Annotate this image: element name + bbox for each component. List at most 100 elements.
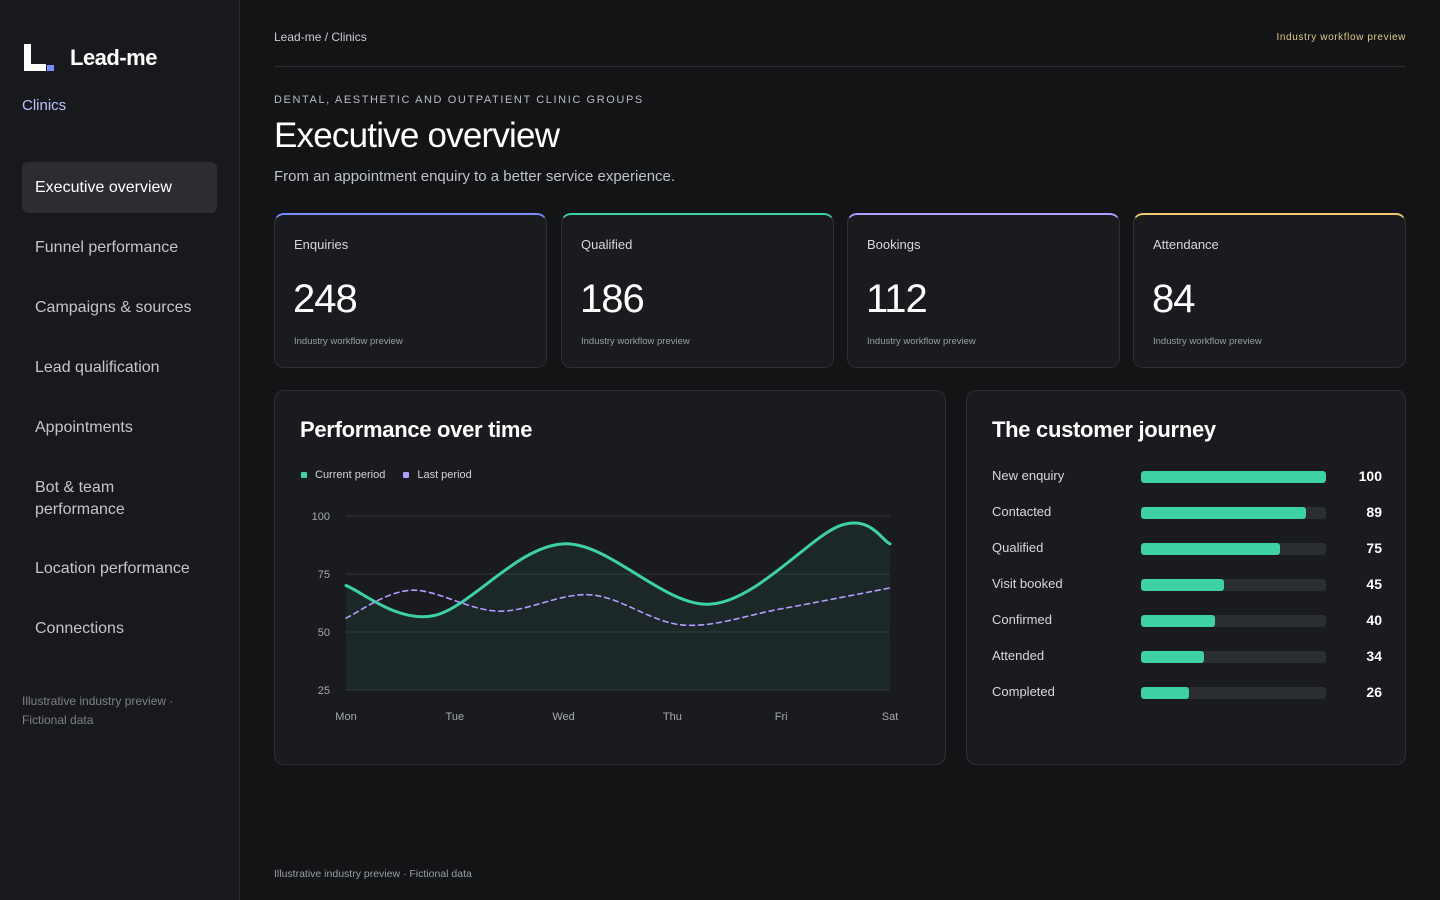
sidebar-item-connections[interactable]: Connections xyxy=(22,604,217,654)
kpi-note: Industry workflow preview xyxy=(1153,336,1262,347)
kpi-card-enquiries: Enquiries 248 Industry workflow preview xyxy=(274,213,547,368)
journey-bar-track xyxy=(1141,507,1326,519)
kpi-value: 84 xyxy=(1152,277,1195,321)
kpi-label: Enquiries xyxy=(294,237,349,252)
journey-bar-track xyxy=(1141,471,1326,483)
x-tick-label: Wed xyxy=(552,711,574,723)
legend-label: Current period xyxy=(315,469,386,481)
sidebar-item-label: Executive overview xyxy=(35,178,172,196)
brand-name: Lead-me xyxy=(70,45,157,70)
sidebar-item-lead-qualification[interactable]: Lead qualification xyxy=(22,343,217,393)
sidebar-item-label: Location performance xyxy=(35,560,190,577)
journey-bar-track xyxy=(1141,615,1326,627)
customer-journey-panel: The customer journey New enquiry 100 Conta… xyxy=(966,390,1406,765)
breadcrumb[interactable]: Lead-me / Clinics xyxy=(274,30,367,44)
journey-bar-track xyxy=(1141,687,1326,699)
journey-row-label: New enquiry xyxy=(992,468,1065,483)
kpi-cards: Enquiries 248 Industry workflow preview … xyxy=(274,213,1406,368)
journey-row-label: Contacted xyxy=(992,504,1052,519)
journey-row-label: Confirmed xyxy=(992,612,1052,627)
legend-item-current[interactable]: Current period xyxy=(301,469,385,481)
main-content: Lead-me / Clinics Industry workflow prev… xyxy=(274,0,1406,900)
sidebar-item-bot-team-performance[interactable]: Bot & team performance xyxy=(22,463,192,534)
journey-row-value: 26 xyxy=(1366,684,1382,700)
journey-row-label: Qualified xyxy=(992,540,1044,555)
sidebar-item-executive-overview[interactable]: Executive overview xyxy=(22,162,217,213)
journey-bar-fill xyxy=(1141,507,1306,519)
journey-row: New enquiry 100 xyxy=(992,468,1382,486)
journey-row-value: 40 xyxy=(1366,612,1382,628)
journey-row: Confirmed 40 xyxy=(992,612,1382,630)
sidebar-item-appointments[interactable]: Appointments xyxy=(22,403,217,453)
journey-title: The customer journey xyxy=(992,417,1216,442)
logo-mark-icon xyxy=(24,44,56,72)
journey-bar-track xyxy=(1141,543,1326,555)
legend-swatch xyxy=(403,472,410,478)
sidebar-item-label: Bot & team performance xyxy=(35,478,125,518)
page-title: Executive overview xyxy=(274,116,560,155)
sidebar-item-label: Appointments xyxy=(35,419,133,436)
kpi-note: Industry workflow preview xyxy=(867,336,976,347)
kpi-note: Industry workflow preview xyxy=(581,336,690,347)
series-area-1 xyxy=(346,522,890,690)
page-eyebrow: DENTAL, AESTHETIC AND OUTPATIENT CLINIC … xyxy=(274,94,644,106)
sidebar-item-label: Funnel performance xyxy=(35,239,179,256)
sidebar-nav: Executive overview Funnel performance Ca… xyxy=(22,162,217,654)
sidebar-item-label: Connections xyxy=(35,620,124,637)
journey-row-label: Completed xyxy=(992,684,1055,699)
kpi-card-attendance: Attendance 84 Industry workflow preview xyxy=(1133,213,1406,368)
kpi-card-bookings: Bookings 112 Industry workflow preview xyxy=(847,213,1120,368)
sidebar-item-label: Campaigns & sources xyxy=(35,299,192,316)
sidebar-item-campaigns-sources[interactable]: Campaigns & sources xyxy=(22,283,217,333)
y-tick-label: 100 xyxy=(312,511,330,523)
journey-row: Attended 34 xyxy=(992,648,1382,666)
brand-subtitle: Clinics xyxy=(22,97,67,114)
x-tick-label: Mon xyxy=(335,711,356,723)
kpi-label: Attendance xyxy=(1153,237,1219,252)
journey-row: Contacted 89 xyxy=(992,504,1382,522)
x-tick-label: Fri xyxy=(775,711,788,723)
page-description: From an appointment enquiry to a better … xyxy=(274,168,676,185)
y-tick-label: 25 xyxy=(318,685,330,697)
top-bar: Lead-me / Clinics Industry workflow prev… xyxy=(274,30,1406,67)
journey-bar-fill xyxy=(1141,579,1225,591)
chart-legend: Current period Last period xyxy=(301,469,490,481)
sidebar-item-funnel-performance[interactable]: Funnel performance xyxy=(22,223,217,273)
kpi-value: 248 xyxy=(293,277,358,321)
series-line-2 xyxy=(345,587,891,627)
journey-bar-fill xyxy=(1141,651,1204,663)
kpi-value: 186 xyxy=(580,277,645,321)
journey-row: Completed 26 xyxy=(992,684,1382,702)
journey-bar-fill xyxy=(1141,471,1326,483)
kpi-label: Bookings xyxy=(867,237,921,252)
performance-panel: Performance over time Current period Las… xyxy=(274,390,946,765)
journey-row-value: 100 xyxy=(1358,468,1382,484)
journey-row-value: 34 xyxy=(1366,648,1382,664)
journey-bar-fill xyxy=(1141,687,1190,699)
journey-row-value: 75 xyxy=(1366,540,1382,556)
x-tick-label: Thu xyxy=(663,711,682,723)
kpi-label: Qualified xyxy=(581,237,633,252)
y-tick-label: 50 xyxy=(318,627,330,639)
journey-row-value: 45 xyxy=(1366,576,1382,592)
y-tick-label: 75 xyxy=(318,569,330,581)
kpi-note: Industry workflow preview xyxy=(294,336,403,347)
preview-tag: Industry workflow preview xyxy=(1276,32,1406,43)
journey-bar-track xyxy=(1141,579,1326,591)
kpi-card-qualified: Qualified 186 Industry workflow preview xyxy=(561,213,834,368)
sidebar-item-label: Lead qualification xyxy=(35,359,160,376)
x-tick-label: Sat xyxy=(882,711,899,723)
brand-logo[interactable]: Lead-me xyxy=(24,44,157,72)
sidebar-footer-note: Illustrative industry preview · Fictiona… xyxy=(22,694,174,727)
kpi-value: 112 xyxy=(866,277,928,321)
x-tick-label: Tue xyxy=(446,711,465,723)
series-line-1 xyxy=(344,521,892,619)
legend-label: Last period xyxy=(417,469,472,481)
legend-item-last[interactable]: Last period xyxy=(403,469,472,481)
journey-bar-fill xyxy=(1141,615,1215,627)
journey-row-label: Visit booked xyxy=(992,576,1063,591)
journey-row: Visit booked 45 xyxy=(992,576,1382,594)
sidebar-item-location-performance[interactable]: Location performance xyxy=(22,544,217,594)
performance-line-chart[interactable]: 25 50 75 100 Mon Tue Wed Thu Fri Sat xyxy=(275,391,945,764)
legend-swatch xyxy=(301,472,307,478)
